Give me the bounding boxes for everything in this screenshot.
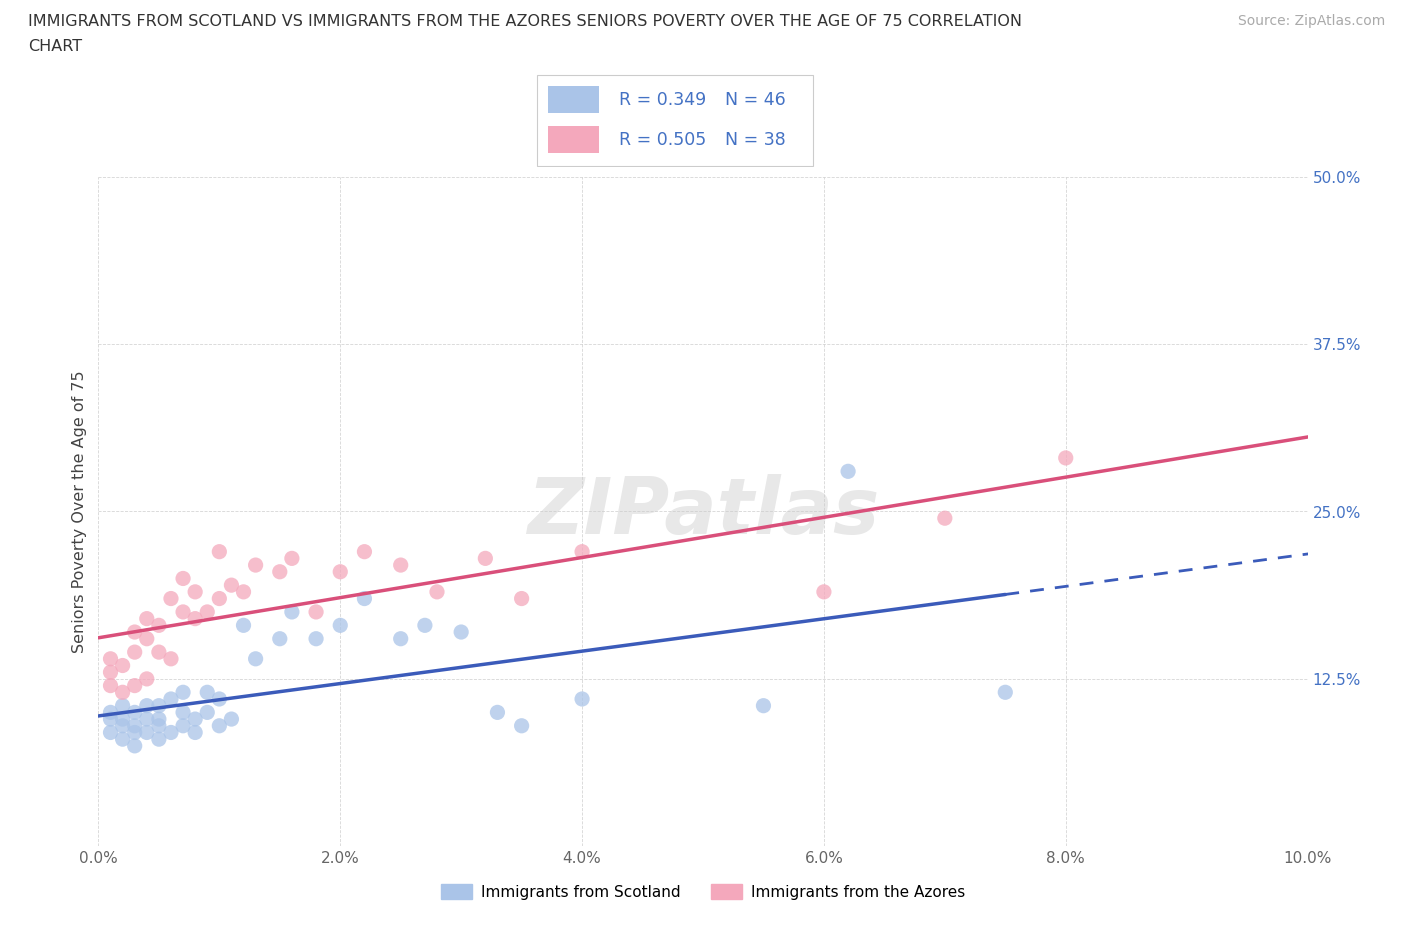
Point [426, 584, 449, 599]
Point [752, 698, 775, 713]
Point [934, 511, 956, 525]
Point [172, 705, 194, 720]
Point [208, 591, 231, 606]
Point [172, 571, 194, 586]
Point [148, 698, 170, 713]
FancyBboxPatch shape [537, 75, 813, 166]
Point [111, 732, 134, 747]
Point [124, 718, 146, 733]
Text: Source: ZipAtlas.com: Source: ZipAtlas.com [1237, 14, 1385, 28]
Point [172, 604, 194, 619]
Point [232, 618, 254, 632]
Point [571, 544, 593, 559]
Point [148, 711, 170, 726]
Point [111, 698, 134, 713]
Point [305, 604, 328, 619]
Point [510, 718, 533, 733]
Point [124, 625, 146, 640]
Text: ZIPatlas: ZIPatlas [527, 473, 879, 550]
Point [208, 718, 231, 733]
Point [100, 651, 122, 666]
Point [353, 544, 375, 559]
Legend: Immigrants from Scotland, Immigrants from the Azores: Immigrants from Scotland, Immigrants fro… [434, 877, 972, 906]
Point [269, 565, 291, 579]
Point [389, 631, 412, 646]
Text: R = 0.349: R = 0.349 [619, 90, 706, 109]
Point [221, 711, 243, 726]
Point [111, 718, 134, 733]
FancyBboxPatch shape [548, 86, 599, 113]
Text: N = 38: N = 38 [725, 130, 786, 149]
Point [450, 625, 472, 640]
Point [124, 678, 146, 693]
Point [195, 604, 218, 619]
FancyBboxPatch shape [548, 126, 599, 153]
Point [111, 684, 134, 699]
Point [1054, 450, 1077, 465]
Point [172, 718, 194, 733]
Point [184, 725, 207, 740]
Point [510, 591, 533, 606]
Text: IMMIGRANTS FROM SCOTLAND VS IMMIGRANTS FROM THE AZORES SENIORS POVERTY OVER THE : IMMIGRANTS FROM SCOTLAND VS IMMIGRANTS F… [28, 14, 1022, 29]
Point [221, 578, 243, 592]
Point [813, 584, 835, 599]
Point [208, 692, 231, 707]
Point [100, 678, 122, 693]
Point [160, 591, 183, 606]
Point [208, 544, 231, 559]
Point [160, 692, 183, 707]
Point [172, 684, 194, 699]
Point [232, 584, 254, 599]
Point [160, 651, 183, 666]
Point [245, 558, 267, 573]
Text: CHART: CHART [28, 39, 82, 54]
Point [135, 631, 157, 646]
Point [148, 718, 170, 733]
Point [389, 558, 412, 573]
Text: N = 46: N = 46 [725, 90, 786, 109]
Point [135, 611, 157, 626]
Point [184, 711, 207, 726]
Point [148, 618, 170, 632]
Point [353, 591, 375, 606]
Point [486, 705, 509, 720]
Point [124, 705, 146, 720]
Point [124, 725, 146, 740]
Text: R = 0.505: R = 0.505 [619, 130, 706, 149]
Point [195, 684, 218, 699]
Point [994, 684, 1017, 699]
Point [413, 618, 436, 632]
Point [474, 551, 496, 565]
Y-axis label: Seniors Poverty Over the Age of 75: Seniors Poverty Over the Age of 75 [72, 370, 87, 653]
Point [195, 705, 218, 720]
Point [100, 705, 122, 720]
Point [100, 665, 122, 680]
Point [184, 584, 207, 599]
Point [305, 631, 328, 646]
Point [148, 732, 170, 747]
Point [135, 711, 157, 726]
Point [281, 604, 304, 619]
Point [111, 658, 134, 673]
Point [111, 711, 134, 726]
Point [281, 551, 304, 565]
Point [329, 565, 352, 579]
Point [100, 725, 122, 740]
Point [135, 671, 157, 686]
Point [148, 644, 170, 659]
Point [837, 464, 859, 479]
Point [571, 692, 593, 707]
Point [124, 738, 146, 753]
Point [124, 644, 146, 659]
Point [269, 631, 291, 646]
Point [184, 611, 207, 626]
Point [160, 725, 183, 740]
Point [329, 618, 352, 632]
Point [135, 725, 157, 740]
Point [100, 711, 122, 726]
Point [245, 651, 267, 666]
Point [135, 698, 157, 713]
